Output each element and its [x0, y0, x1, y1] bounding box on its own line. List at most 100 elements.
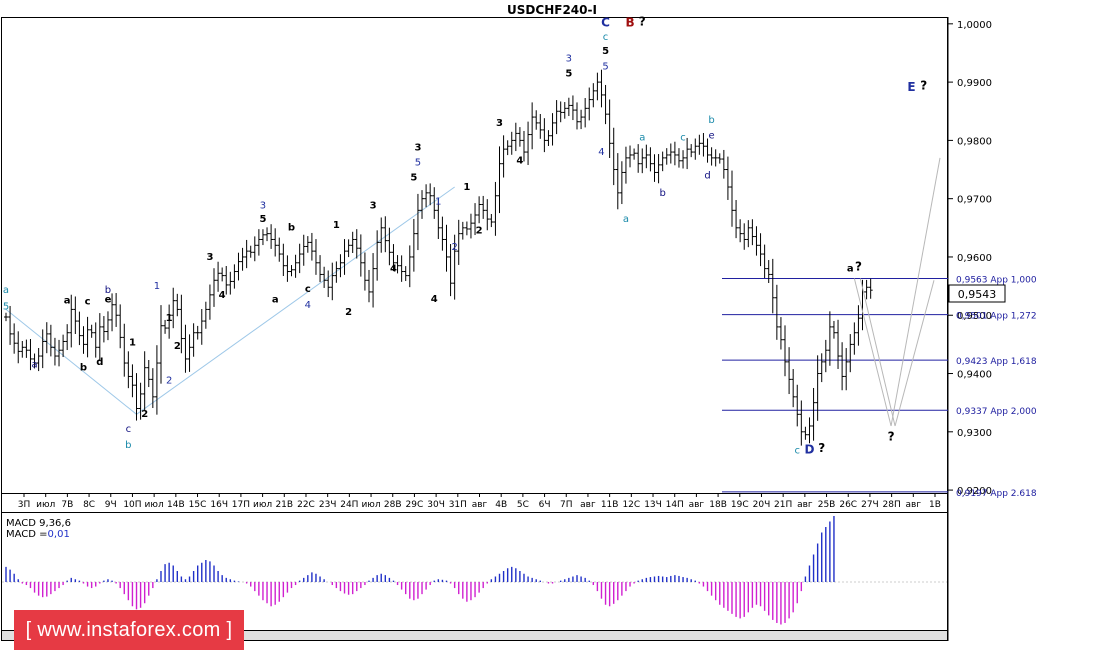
- projection-label: ?: [888, 430, 895, 444]
- current-price-box: [948, 284, 1006, 303]
- wave-label: ?: [855, 259, 862, 273]
- wave-label: 5: [3, 301, 9, 312]
- x-tick-label: июл: [361, 500, 380, 510]
- wave-label: 4: [431, 294, 438, 305]
- projection-segment: [859, 278, 896, 427]
- wave-label: C: [601, 16, 610, 30]
- y-tick-label: 1,0000: [957, 20, 992, 31]
- chart-title: USDCHF240-I: [507, 3, 597, 17]
- wave-label: 1: [435, 197, 441, 208]
- wave-label: d: [96, 357, 103, 368]
- wave-label: b: [105, 285, 111, 296]
- projection-path: ? E?: [853, 79, 941, 444]
- x-tick-label: 12С: [622, 500, 640, 510]
- trend-line-segment: [5, 309, 137, 415]
- x-tick-label: 9Ч: [105, 500, 117, 510]
- wave-label: 3: [260, 201, 266, 212]
- x-tick-label: 21П: [774, 500, 792, 510]
- y-tick-label: 0,9600: [957, 253, 992, 264]
- wave-label: 5: [259, 214, 266, 225]
- wave-label: 4: [598, 147, 604, 158]
- fib-level-label: 0,9501 App 1,272: [956, 312, 1037, 322]
- wave-label: 5: [602, 61, 608, 72]
- wave-label: B: [625, 16, 634, 30]
- wave-label: 4: [219, 290, 226, 301]
- wave-label: c: [85, 297, 91, 308]
- x-tick-label: 26С: [839, 500, 857, 510]
- y-tick-label: 0,9700: [957, 195, 992, 206]
- x-tick-label: 18В: [709, 500, 727, 510]
- wave-label: c: [680, 132, 686, 143]
- y-tick-label: 0,9400: [957, 370, 992, 381]
- wave-label: b: [125, 440, 131, 451]
- y-tick-label: 0,9500: [957, 311, 992, 322]
- x-tick-label: 14П: [666, 500, 684, 510]
- x-tick-label: 6Ч: [539, 500, 551, 510]
- macd-value: 0,01: [48, 529, 70, 540]
- fib-level-label: 0,9423 App 1,618: [956, 357, 1037, 367]
- x-tick-label: 1В: [929, 500, 941, 510]
- x-tick-label: 4В: [495, 500, 507, 510]
- y-tick-label: 0,9300: [957, 428, 992, 439]
- x-tick-label: 14В: [167, 500, 185, 510]
- wave-label: e: [105, 294, 112, 305]
- wave-labels: a5aabcdbecb1211223435abc4123435541212343…: [3, 15, 862, 457]
- wave-label: a: [847, 264, 854, 275]
- wave-label: 1: [333, 220, 340, 231]
- x-tick-label: авг: [689, 500, 705, 510]
- x-tick-label: 15С: [189, 500, 207, 510]
- wave-label: b: [80, 363, 87, 374]
- wave-label: ?: [818, 441, 825, 455]
- wave-label: 5: [415, 157, 421, 168]
- wave-label: c: [603, 32, 609, 43]
- wave-label: 5: [410, 173, 417, 184]
- wave-label: 2: [174, 341, 181, 352]
- x-tick-label: 28В: [384, 500, 402, 510]
- projection-segment: [853, 278, 892, 427]
- x-tick-label: 3П: [18, 500, 31, 510]
- x-tick-label: 22С: [297, 500, 315, 510]
- time-axis: 3П июл 7В 8С 9Ч 10П июл 14В 15С 16Ч 17П июл 21В 22С 23…: [18, 493, 941, 510]
- x-tick-label: авг: [906, 500, 922, 510]
- wave-label: 1: [166, 313, 173, 324]
- wave-label: b: [288, 223, 295, 234]
- wave-label: 1: [154, 281, 160, 292]
- macd-histogram: [2, 516, 947, 625]
- wave-label: a: [272, 294, 279, 305]
- wave-label: 4: [390, 264, 397, 275]
- x-tick-label: июл: [253, 500, 272, 510]
- macd-params-label: MACD 9,36,6: [6, 518, 71, 529]
- trend-line-segment: [136, 186, 455, 415]
- x-tick-label: авг: [580, 500, 596, 510]
- wave-label: b: [659, 188, 665, 199]
- x-tick-label: 11В: [601, 500, 619, 510]
- instaforex-watermark[interactable]: [ www.instaforex.com ]: [14, 610, 244, 650]
- wave-label: a: [639, 132, 645, 143]
- x-tick-label: 25В: [818, 500, 836, 510]
- wave-label: a: [31, 360, 37, 371]
- x-tick-label: 17П: [232, 500, 250, 510]
- wave-label: 3: [370, 201, 377, 212]
- x-tick-label: 7В: [61, 500, 73, 510]
- projection-label: E: [907, 80, 915, 94]
- wave-label: 2: [476, 226, 483, 237]
- x-tick-label: 19С: [731, 500, 749, 510]
- x-tick-label: 27Ч: [861, 500, 879, 510]
- wave-label: 2: [451, 242, 457, 253]
- wave-label: 5: [565, 68, 572, 79]
- wave-label: 2: [141, 409, 148, 420]
- current-price-marker: 0,9543: [948, 284, 1006, 303]
- wave-label: 4: [305, 300, 311, 311]
- x-tick-label: авг: [797, 500, 813, 510]
- x-tick-label: 21В: [275, 500, 293, 510]
- fib-level-label: 0,9563 App 1,000: [956, 276, 1037, 286]
- macd-value-label: MACD =0,01: [6, 529, 70, 540]
- wave-label: 2: [345, 307, 352, 318]
- wave-label: a: [623, 214, 629, 225]
- x-tick-label: 7П: [560, 500, 573, 510]
- wave-label: 2: [166, 375, 172, 386]
- x-tick-label: 16Ч: [210, 500, 228, 510]
- trend-lines: [5, 186, 455, 415]
